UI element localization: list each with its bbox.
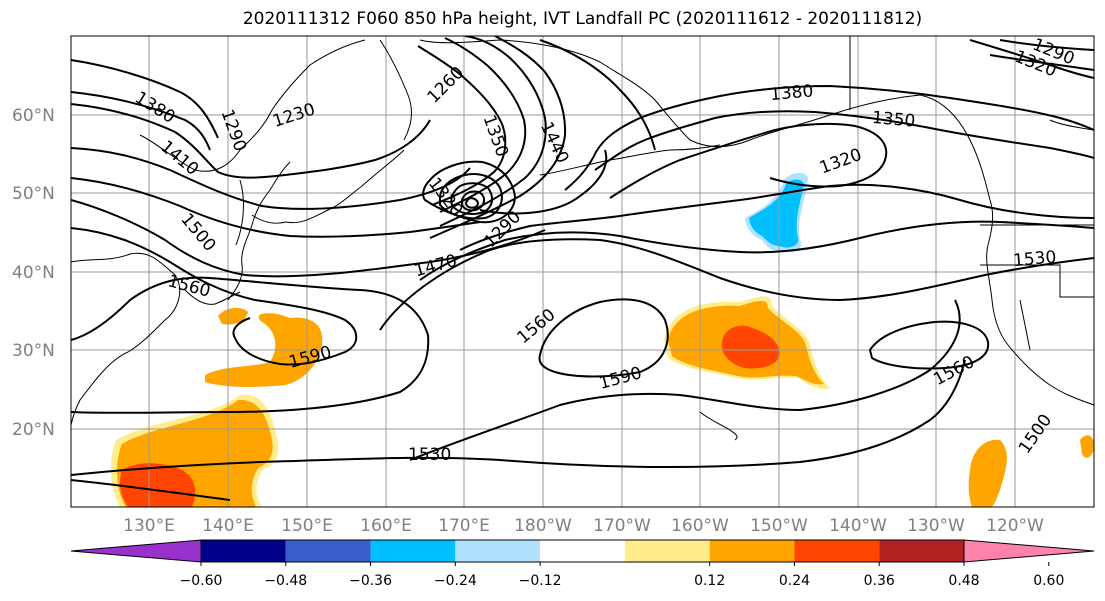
contour-label: 1320 — [817, 145, 864, 179]
colorbar-segment — [370, 540, 456, 562]
ivt-negative-region-core — [749, 179, 804, 248]
lat-labels: 60°N 50°N 40°N 30°N 20°N — [12, 106, 55, 440]
contour-label: 1230 — [270, 99, 317, 131]
coastlines — [71, 36, 1094, 441]
contour-label: 1560 — [166, 271, 213, 302]
contour-label: 1350 — [479, 112, 513, 159]
ivt-positive-region-subtropic — [205, 313, 323, 387]
colorbar-tick-label: −0.24 — [434, 573, 477, 589]
ivt-positive-region-east-small — [1080, 435, 1094, 458]
height-contours — [71, 36, 1094, 501]
colorbar-extension-low — [70, 539, 202, 563]
colorbar-tick-label: −0.12 — [519, 573, 562, 589]
lat-label: 30°N — [12, 341, 55, 361]
contour-label: 1500 — [176, 210, 219, 256]
lon-label: 130°E — [123, 516, 175, 536]
colorbar-extension-high — [963, 539, 1095, 563]
lat-label: 60°N — [12, 106, 55, 126]
colorbar-tick-label: 0.12 — [694, 573, 725, 589]
contour-label: 1530 — [1012, 247, 1057, 271]
colorbar-tick-label: 0.24 — [779, 573, 810, 589]
map-frame — [70, 35, 1095, 508]
lat-label: 50°N — [12, 184, 55, 204]
contour-label: 1290 — [217, 107, 251, 154]
lon-labels: 130°E 140°E 150°E 160°E 170°E 180°W 170°… — [123, 516, 1044, 536]
colorbar-tick-label: −0.48 — [264, 573, 307, 589]
ivt-positive-region-small — [218, 307, 248, 325]
colorbar-segment — [201, 540, 286, 562]
colorbar: −0.60 −0.48 −0.36 −0.24 −0.12 0.12 0.24 0.36 0.4… — [70, 539, 1095, 589]
lon-label: 180°W — [514, 516, 572, 536]
contour-label: 1440 — [536, 119, 572, 167]
lon-label: 160°W — [671, 516, 729, 536]
lon-label: 170°W — [593, 516, 651, 536]
lat-label: 20°N — [12, 420, 55, 440]
colorbar-segment — [709, 540, 795, 562]
contour-label: 1350 — [871, 108, 916, 132]
map-title: 2020111312 F060 850 hPa height, IVT Land… — [242, 9, 923, 29]
colorbar-tick-label: −0.36 — [349, 573, 392, 589]
contour-label: 1380 — [769, 81, 814, 105]
contour-label: 1590 — [597, 363, 644, 394]
lon-label: 150°W — [750, 516, 808, 536]
colorbar-segment — [794, 540, 880, 562]
lon-label: 150°E — [281, 516, 333, 536]
contour-labels: 1380 1290 1230 1260 1350 1440 1410 1320 … — [131, 35, 1077, 465]
lon-label: 130°W — [907, 516, 965, 536]
colorbar-tick-label: 0.36 — [864, 573, 895, 589]
lon-label: 160°E — [360, 516, 412, 536]
colorbar-segment — [624, 540, 710, 562]
contour-label: 1560 — [930, 352, 978, 390]
lon-label: 140°E — [202, 516, 254, 536]
map-gridlines — [71, 36, 1094, 507]
lon-label: 120°W — [986, 516, 1044, 536]
colorbar-segment — [540, 540, 625, 562]
colorbar-tick-label: −0.60 — [180, 573, 223, 589]
ivt-strong-region-central — [721, 325, 780, 369]
colorbar-segment — [879, 540, 964, 562]
contour-label: 1380 — [131, 88, 178, 128]
colorbar-segment — [285, 540, 371, 562]
contour-label: 1500 — [1015, 411, 1056, 458]
colorbar-tick-label: 0.48 — [948, 573, 979, 589]
colorbar-tick-label: 0.60 — [1033, 573, 1064, 589]
ivt-positive-region-east — [968, 439, 1007, 507]
contour-label: 1320 — [424, 174, 466, 220]
contour-label: 1560 — [514, 305, 560, 348]
lat-label: 40°N — [12, 263, 55, 283]
contour-label: 1260 — [423, 63, 468, 108]
lon-label: 170°E — [438, 516, 490, 536]
ivt-strong-region-west — [120, 463, 196, 507]
colorbar-outline — [200, 539, 965, 563]
contour-label: 1530 — [408, 445, 451, 465]
lon-label: 140°W — [829, 516, 887, 536]
colorbar-segment — [455, 540, 541, 562]
